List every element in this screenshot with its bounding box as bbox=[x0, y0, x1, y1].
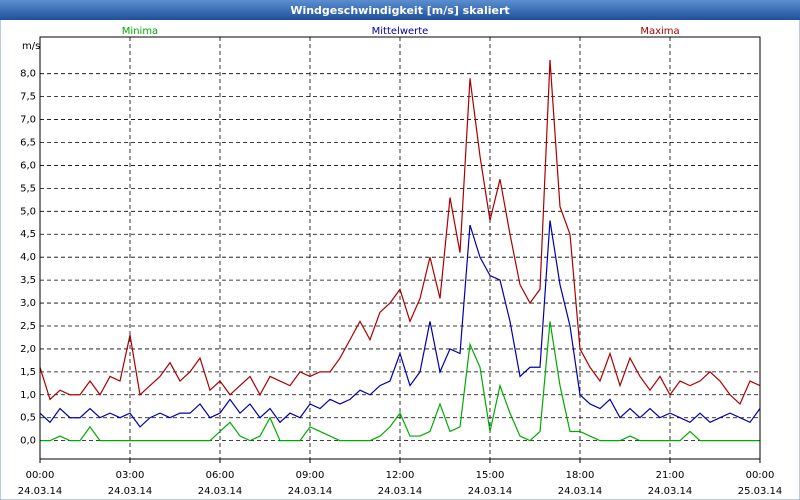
x-tick-date: 24.03.14 bbox=[198, 486, 243, 497]
x-tick-label: 03:00 bbox=[116, 470, 145, 481]
y-tick-label: 1,0 bbox=[20, 390, 36, 401]
x-tick-label: 06:00 bbox=[206, 470, 235, 481]
y-tick-label: 3,5 bbox=[20, 275, 36, 286]
y-tick-label: 3,0 bbox=[20, 298, 36, 309]
x-tick-date: 24.03.14 bbox=[648, 486, 693, 497]
y-tick-label: 5,0 bbox=[20, 206, 36, 217]
chart-title: Windgeschwindigkeit [m/s] skaliert bbox=[290, 4, 509, 17]
x-tick-label: 18:00 bbox=[566, 470, 595, 481]
x-tick-date: 24.03.14 bbox=[378, 486, 423, 497]
x-tick-date: 24.03.14 bbox=[468, 486, 513, 497]
x-tick-date: 24.03.14 bbox=[108, 486, 153, 497]
y-tick-label: 4,5 bbox=[20, 229, 36, 240]
y-tick-label: 7,0 bbox=[20, 115, 36, 126]
x-tick-date: 24.03.14 bbox=[288, 486, 333, 497]
legend-entry: Minima bbox=[122, 26, 158, 37]
y-tick-label: 6,0 bbox=[20, 160, 36, 171]
x-tick-label: 12:00 bbox=[386, 470, 415, 481]
x-tick-label: 00:00 bbox=[26, 470, 55, 481]
series-line bbox=[39, 59, 761, 405]
y-tick-label: 7,5 bbox=[20, 92, 36, 103]
y-tick-label: 4,0 bbox=[20, 252, 36, 263]
x-tick-label: 09:00 bbox=[296, 470, 325, 481]
x-tick-date: 24.03.14 bbox=[18, 486, 63, 497]
series-line bbox=[40, 321, 760, 442]
x-tick-label: 15:00 bbox=[476, 470, 505, 481]
x-tick-label: 21:00 bbox=[656, 470, 685, 481]
title-bar bbox=[0, 0, 800, 20]
legend-entry: Maxima bbox=[640, 26, 679, 37]
y-tick-label: 0,5 bbox=[20, 413, 36, 424]
y-tick-label: 1,5 bbox=[20, 367, 36, 378]
series-line bbox=[39, 220, 761, 428]
y-tick-label: 8,0 bbox=[20, 69, 36, 80]
y-tick-label: 5,5 bbox=[20, 183, 36, 194]
y-tick-label: 6,5 bbox=[20, 138, 36, 149]
y-tick-label: 2,0 bbox=[20, 344, 36, 355]
x-tick-label: 00:00 bbox=[746, 470, 775, 481]
legend-entry: Mittelwerte bbox=[372, 26, 429, 37]
lines bbox=[39, 59, 761, 442]
y-axis-label: m/s bbox=[22, 41, 40, 52]
y-tick-label: 0,0 bbox=[20, 436, 36, 447]
y-tick-label: 2,5 bbox=[20, 321, 36, 332]
x-tick-date: 24.03.14 bbox=[558, 486, 603, 497]
x-tick-date: 25.03.14 bbox=[738, 486, 783, 497]
